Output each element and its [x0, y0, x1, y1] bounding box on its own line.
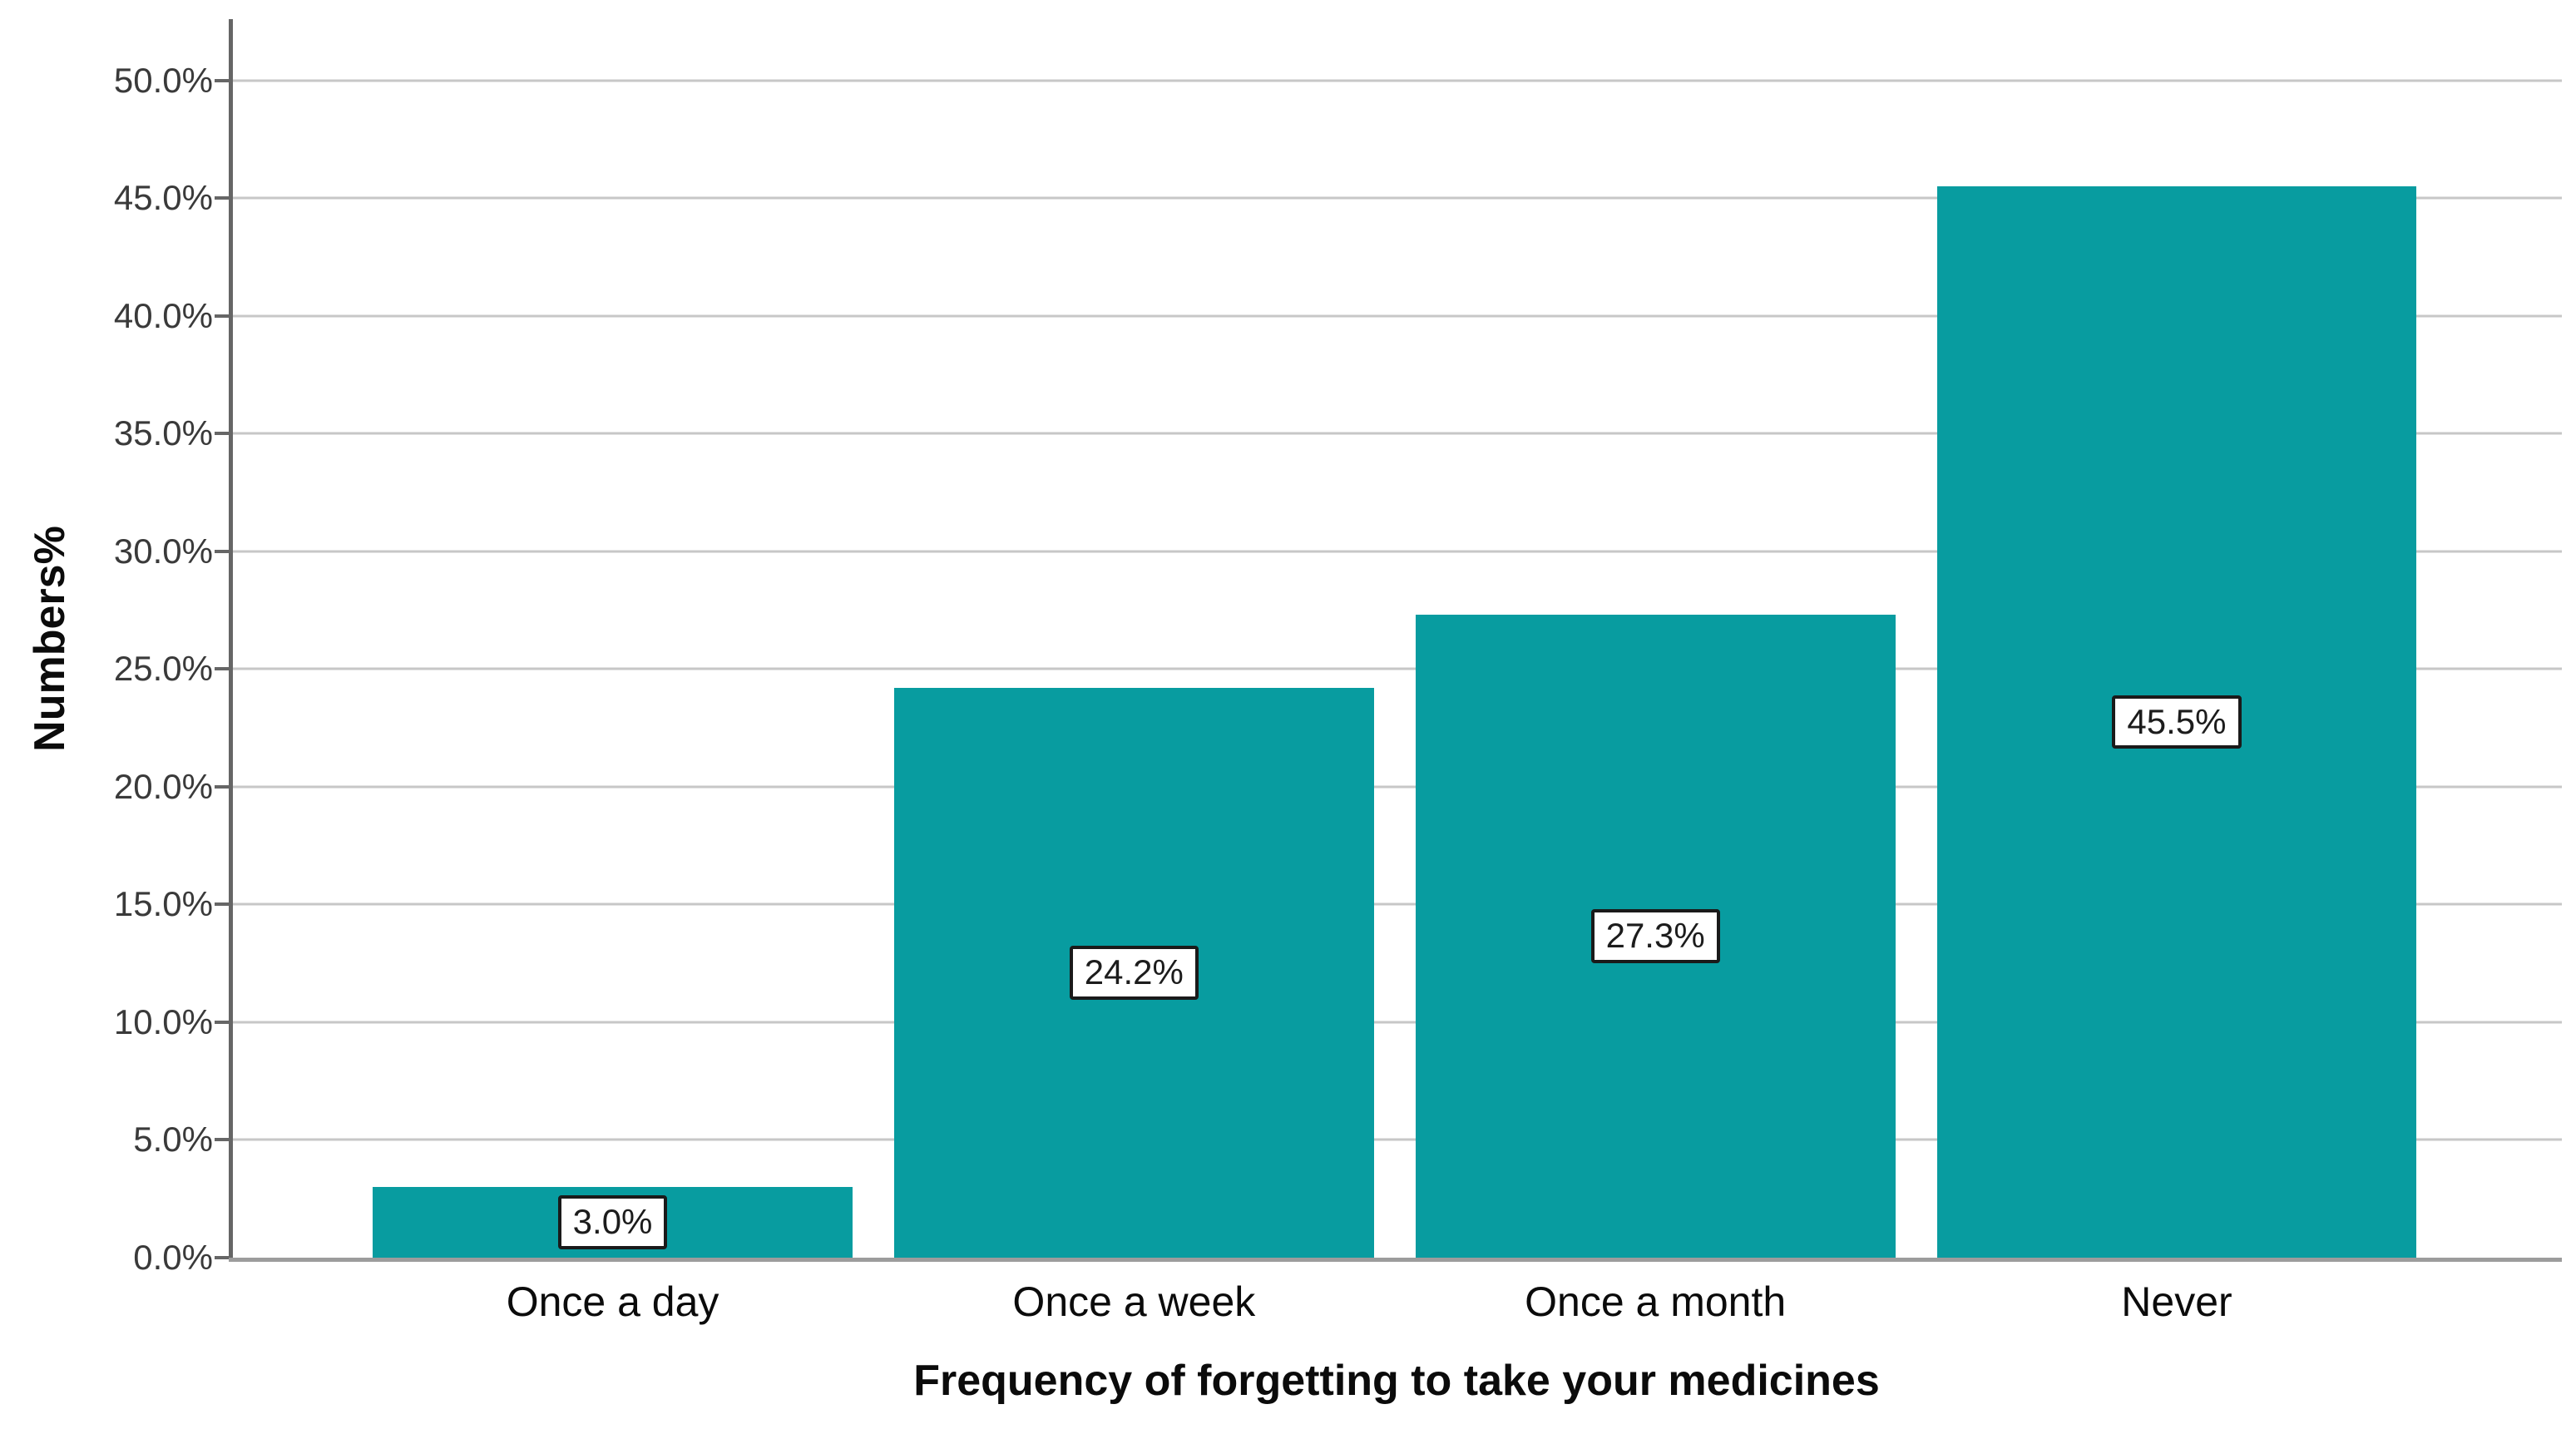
gridline [231, 314, 2562, 318]
bar-never: 45.5% [1936, 186, 2417, 1258]
x-axis-line [229, 1258, 2562, 1262]
y-tick-label: 15.0% [113, 884, 213, 924]
y-axis-line [229, 19, 233, 1258]
x-category-label: Never [2121, 1278, 2232, 1325]
y-tick-label: 45.0% [113, 178, 213, 218]
gridline [231, 902, 2562, 906]
y-tick-mark [215, 1256, 231, 1259]
y-tick-mark [215, 78, 231, 82]
bar-once-a-week: 24.2% [893, 687, 1374, 1258]
y-tick-label: 40.0% [113, 295, 213, 335]
gridline [231, 196, 2562, 200]
y-tick-mark [215, 314, 231, 318]
bar-value-label: 24.2% [1069, 946, 1199, 1000]
y-tick-label: 50.0% [113, 60, 213, 100]
gridline [231, 79, 2562, 82]
y-tick-mark [215, 432, 231, 436]
x-category-label: Once a day [506, 1278, 719, 1325]
x-axis-category-labels: Once a day Once a week Once a month Never [231, 1278, 2562, 1336]
gridline [231, 1138, 2562, 1141]
x-category-label: Once a week [1012, 1278, 1256, 1325]
y-tick-mark [215, 549, 231, 553]
x-category-label: Once a month [1525, 1278, 1787, 1325]
y-axis-tick-labels: 0.0% 5.0% 10.0% 15.0% 20.0% 25.0% 30.0% 35.0% 40… [0, 19, 213, 1277]
y-tick-mark [215, 784, 231, 789]
y-tick-label: 20.0% [113, 766, 213, 806]
y-tick-mark [215, 902, 231, 907]
bar-value-label: 45.5% [2112, 695, 2242, 749]
plot-area: 3.0% 24.2% 27.3% 45.5% [215, 19, 2562, 1262]
y-tick-label: 10.0% [113, 1001, 213, 1041]
y-tick-label: 25.0% [113, 649, 213, 689]
y-tick-label: 35.0% [113, 413, 213, 453]
bar-value-label: 3.0% [557, 1195, 668, 1249]
gridline [231, 432, 2562, 435]
gridline [231, 550, 2562, 553]
bar-once-a-day: 3.0% [373, 1187, 853, 1258]
y-tick-mark [215, 196, 231, 200]
gridline [231, 785, 2562, 789]
bar-value-label: 27.3% [1590, 909, 1720, 963]
bar-once-a-month: 27.3% [1415, 615, 1896, 1258]
y-tick-label: 0.0% [133, 1238, 213, 1277]
y-tick-mark [215, 667, 231, 671]
gridline [231, 1021, 2562, 1024]
y-tick-mark [215, 1138, 231, 1142]
y-tick-label: 5.0% [133, 1120, 213, 1160]
y-tick-label: 30.0% [113, 531, 213, 571]
gridline [231, 667, 2562, 670]
x-axis-title: Frequency of forgetting to take your med… [913, 1357, 1880, 1405]
y-tick-mark [215, 1020, 231, 1024]
